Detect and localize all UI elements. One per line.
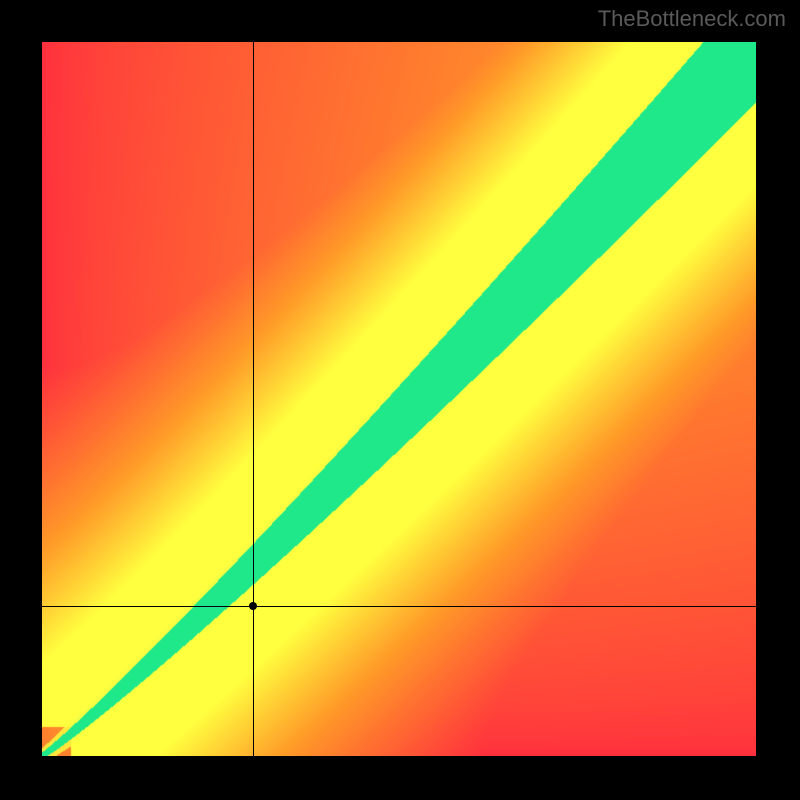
chart-container: TheBottleneck.com bbox=[0, 0, 800, 800]
watermark-text: TheBottleneck.com bbox=[598, 6, 786, 32]
plot-area bbox=[42, 42, 756, 756]
heatmap-canvas bbox=[42, 42, 756, 756]
crosshair-vertical bbox=[253, 42, 254, 756]
crosshair-dot bbox=[249, 602, 257, 610]
crosshair-horizontal bbox=[42, 606, 756, 607]
